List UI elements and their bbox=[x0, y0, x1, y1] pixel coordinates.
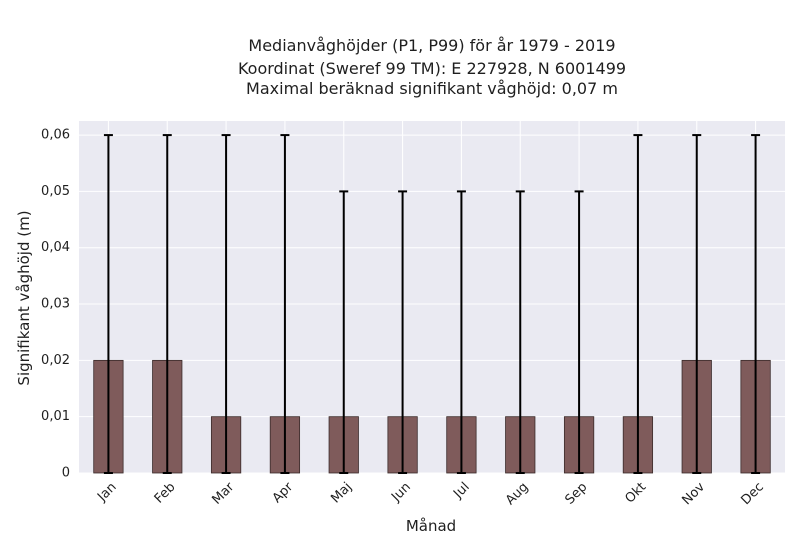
error-bar-okt bbox=[633, 134, 643, 474]
y-axis-ticks: 0 0,01 0,02 0,03 0,04 0,05 0,06 bbox=[41, 128, 70, 481]
y-tick-label: 0,06 bbox=[41, 128, 70, 143]
x-axis-ticks: Jan Feb Mar Apr Maj Jun Jul Aug Sep Okt Nov Dec bbox=[94, 479, 767, 508]
x-tick-label-maj: Maj bbox=[328, 480, 355, 507]
x-tick-label-jul: Jul bbox=[450, 480, 472, 502]
y-tick-label: 0 bbox=[62, 466, 70, 481]
y-tick-label: 0,05 bbox=[41, 184, 70, 199]
error-bar-jun bbox=[398, 190, 408, 474]
x-tick-label-aug: Aug bbox=[503, 480, 532, 509]
y-axis-label: Signifikant våghöjd (m) bbox=[15, 210, 33, 385]
x-tick-label-jun: Jun bbox=[388, 480, 414, 506]
chart-title-line-1: Medianvåghöjder (P1, P99) för år 1979 - … bbox=[248, 36, 615, 55]
chart-title-line-2: Koordinat (Sweref 99 TM): E 227928, N 60… bbox=[238, 59, 626, 78]
x-tick-label-dec: Dec bbox=[738, 480, 766, 508]
error-bar-sep bbox=[574, 190, 584, 474]
x-tick-label-okt: Okt bbox=[622, 480, 649, 507]
y-tick-label: 0,03 bbox=[41, 297, 70, 312]
y-tick-label: 0,04 bbox=[41, 240, 70, 255]
y-tick-label: 0,01 bbox=[41, 409, 70, 424]
error-bar-mar bbox=[221, 134, 231, 474]
error-bar-aug bbox=[515, 190, 525, 474]
x-tick-label-jan: Jan bbox=[94, 480, 119, 505]
error-bar-jan bbox=[103, 134, 113, 474]
chart-title: Medianvåghöjder (P1, P99) för år 1979 - … bbox=[238, 36, 626, 98]
error-bar-dec bbox=[751, 134, 761, 474]
error-bar-feb bbox=[162, 134, 172, 474]
error-bar-jul bbox=[456, 190, 466, 474]
x-tick-label-nov: Nov bbox=[680, 479, 709, 508]
x-tick-label-sep: Sep bbox=[562, 480, 590, 508]
x-tick-label-feb: Feb bbox=[152, 480, 179, 507]
plot-area bbox=[79, 121, 785, 473]
x-tick-label-mar: Mar bbox=[209, 479, 237, 507]
error-bar-maj bbox=[339, 190, 349, 474]
error-bar-apr bbox=[280, 134, 290, 474]
y-tick-label: 0,02 bbox=[41, 353, 70, 368]
error-bar-nov bbox=[692, 134, 702, 474]
chart-title-line-3: Maximal beräknad signifikant våghöjd: 0,… bbox=[246, 79, 618, 98]
error-bars bbox=[103, 134, 761, 474]
x-axis-label: Månad bbox=[406, 517, 456, 535]
x-tick-label-apr: Apr bbox=[270, 479, 297, 506]
